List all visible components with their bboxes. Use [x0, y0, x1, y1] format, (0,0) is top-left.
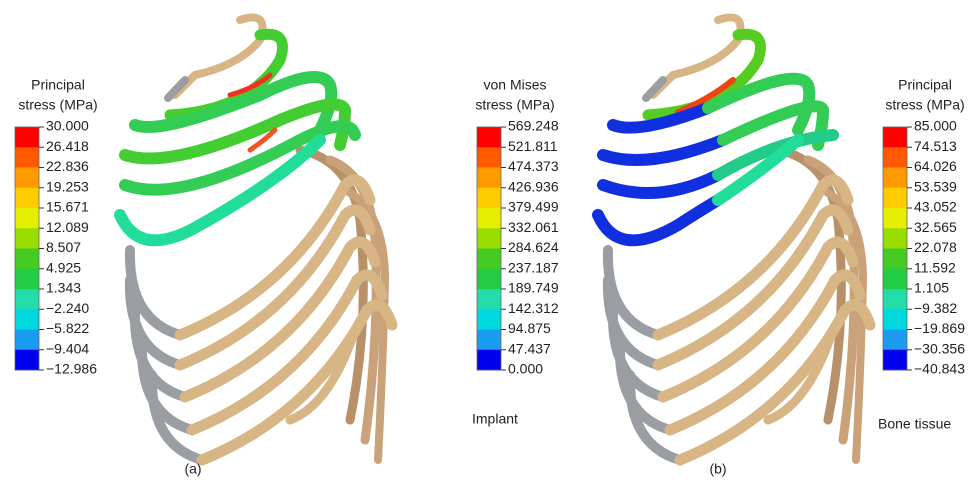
colorbar-segment [477, 208, 501, 229]
colorbar-label: −9.404 [46, 340, 89, 356]
colorbar-segment [883, 188, 907, 209]
legend-title: von Mises [483, 77, 546, 93]
colorbar-label: 0.000 [508, 361, 543, 377]
legend-title: stress (MPa) [475, 97, 554, 113]
colorbar-segment [477, 309, 501, 330]
colorbar-segment [883, 330, 907, 351]
colorbar-segment [15, 249, 39, 270]
colorbar-label: 1.105 [914, 280, 949, 296]
colorbar-label: −2.240 [46, 300, 89, 316]
colorbar-label: 142.312 [508, 300, 559, 316]
colorbar-label: 22.078 [914, 239, 957, 255]
legend-title: stress (MPa) [885, 97, 964, 113]
colorbar-label: 379.499 [508, 199, 559, 215]
colorbar-label: 4.925 [46, 259, 81, 275]
colorbar-segment [15, 147, 39, 168]
legend-title: Principal [31, 77, 85, 93]
colorbar-segment [883, 269, 907, 290]
colorbar-segment [477, 168, 501, 189]
colorbar-segment [883, 208, 907, 229]
colorbar-segment [883, 168, 907, 189]
colorbar-segment [15, 127, 39, 148]
colorbar-label: 19.253 [46, 178, 89, 194]
ribcage-a [120, 18, 392, 461]
colorbar-label: −30.356 [914, 340, 965, 356]
colorbar-label: 85.000 [914, 118, 957, 134]
colorbar-segment [883, 350, 907, 371]
colorbar-label: 32.565 [914, 219, 957, 235]
colorbar-label: 474.373 [508, 158, 559, 174]
colorbar-label: 426.936 [508, 178, 559, 194]
ribcage-b [598, 18, 870, 461]
colorbar-label: 53.539 [914, 178, 957, 194]
colorbar-segment [477, 228, 501, 249]
colorbar-segment [883, 289, 907, 310]
colorbar-label: 11.592 [914, 259, 956, 275]
legend-caption: Implant [472, 411, 518, 427]
colorbar-segment [477, 289, 501, 310]
colorbar-label: 521.811 [508, 138, 558, 154]
colorbar-label: 1.343 [46, 280, 81, 296]
colorbar-label: 15.671 [46, 199, 89, 215]
colorbar-segment [15, 188, 39, 209]
colorbar-segment [883, 309, 907, 330]
colorbar-segment [15, 168, 39, 189]
colorbar-segment [15, 228, 39, 249]
colorbar-segment [477, 350, 501, 371]
colorbar-label: 12.089 [46, 219, 89, 235]
colorbar-segment [15, 350, 39, 371]
legend-title: Principal [898, 77, 952, 93]
colorbar-label: −12.986 [46, 361, 97, 377]
colorbar-segment [883, 147, 907, 168]
colorbar-segment [477, 330, 501, 351]
panel-label: (b) [709, 461, 726, 477]
legend-title: stress (MPa) [18, 97, 97, 113]
colorbar-segment [15, 309, 39, 330]
colorbar-label: 64.026 [914, 158, 957, 174]
colorbar-label: −40.843 [914, 361, 965, 377]
colorbar-label: 284.624 [508, 239, 559, 255]
colorbar-segment [477, 127, 501, 148]
colorbar-label: 43.052 [914, 199, 957, 215]
colorbar-label: 8.507 [46, 239, 81, 255]
colorbar-label: 94.875 [508, 320, 551, 336]
colorbar-label: 332.061 [508, 219, 559, 235]
colorbar-label: −19.869 [914, 320, 965, 336]
panel-label: (a) [184, 461, 201, 477]
colorbar-segment [15, 289, 39, 310]
colorbar-label: −9.382 [914, 300, 957, 316]
colorbar-segment [15, 208, 39, 229]
colorbar-label: 569.248 [508, 118, 559, 134]
figure: (a) (b) Principal stress (MPa) 30.000 26.41… [0, 0, 975, 491]
colorbar-segment [477, 269, 501, 290]
colorbar-segment [477, 188, 501, 209]
colorbar-label: 26.418 [46, 138, 89, 154]
colorbar-label: 47.437 [508, 340, 551, 356]
colorbar-label: −5.822 [46, 320, 89, 336]
colorbar-label: 189.749 [508, 280, 559, 296]
colorbar-label: 22.836 [46, 158, 89, 174]
colorbar-label: 237.187 [508, 259, 559, 275]
colorbar-segment [883, 249, 907, 270]
colorbar-segment [477, 147, 501, 168]
colorbar-label: 30.000 [46, 118, 89, 134]
colorbar-segment [15, 269, 39, 290]
colorbar-segment [15, 330, 39, 351]
colorbar-segment [883, 127, 907, 148]
colorbar-label: 74.513 [914, 138, 957, 154]
colorbar-segment [477, 249, 501, 270]
legend-caption: Bone tissue [878, 416, 951, 432]
colorbar-segment [883, 228, 907, 249]
